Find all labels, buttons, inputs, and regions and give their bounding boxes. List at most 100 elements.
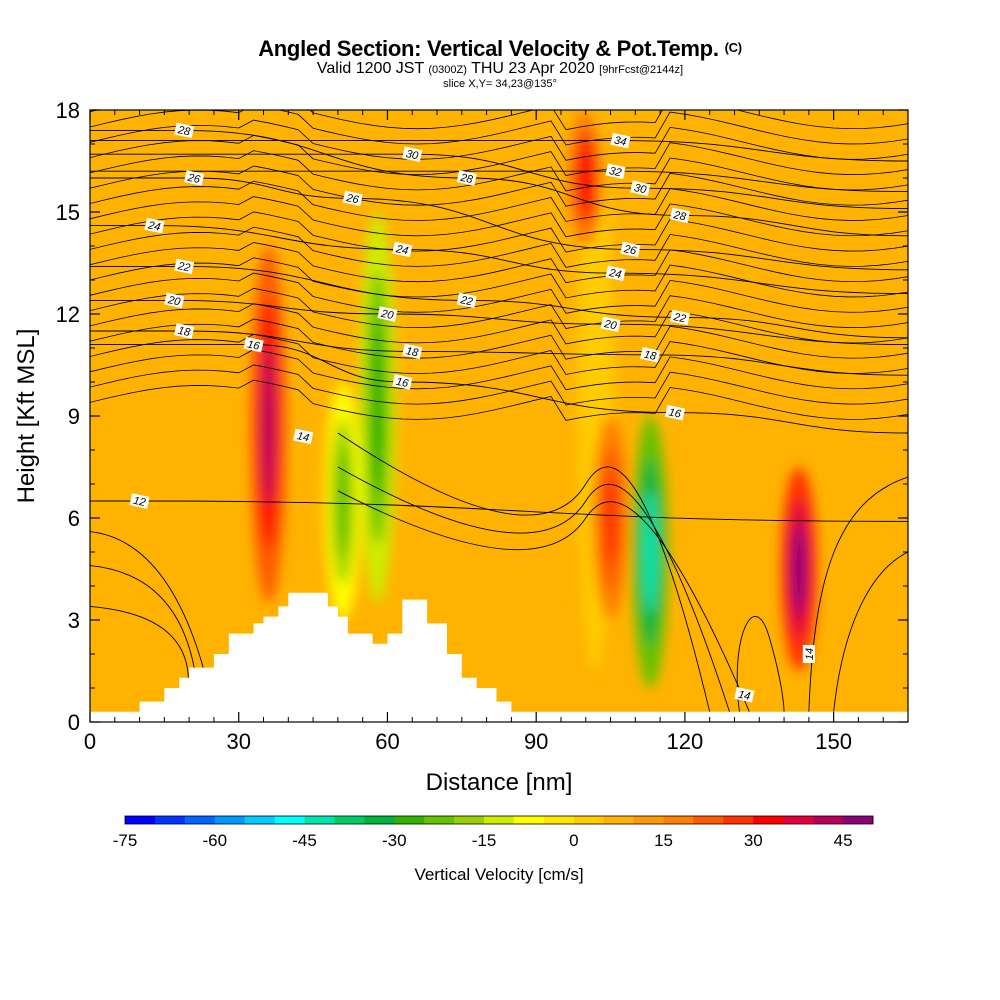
x-tick-label: 120: [667, 729, 704, 754]
isentrope-line: [90, 211, 908, 253]
colorbar-tick-label: -45: [292, 831, 317, 850]
velocity-field: [90, 110, 908, 722]
x-tick-label: 60: [375, 729, 399, 754]
isentrope-label-bg: [293, 428, 314, 445]
valid-date: THU 23 Apr 2020: [471, 60, 595, 77]
chart-subtitle: Valid 1200 JST (0300Z) THU 23 Apr 2020 […: [0, 60, 1000, 78]
isentrope-line: [337, 490, 750, 712]
isentrope-line: [90, 364, 908, 406]
colorbar-swatch: [214, 816, 245, 824]
isentrope-label: 32: [605, 163, 626, 179]
velocity-feature-updraft: [603, 472, 618, 564]
isentrope-label-bg: [174, 323, 195, 339]
valid-utc: (0300Z): [428, 64, 467, 76]
isentrope-label-text: 14: [804, 648, 816, 660]
x-tick-label: 0: [84, 729, 96, 754]
isentrope-label-bg: [377, 306, 398, 322]
colorbar-swatch: [723, 816, 754, 824]
colorbar-tick-label: 0: [569, 831, 578, 850]
velocity-feature-updraft: [791, 523, 807, 615]
y-tick-label: 12: [56, 302, 80, 327]
colorbar-swatch: [843, 816, 874, 824]
chart-title: Angled Section: Vertical Velocity & Pot.…: [0, 36, 1000, 62]
colorbar-tick-label: -30: [382, 831, 407, 850]
isentrope-label-text: 34: [613, 134, 627, 148]
isentrope-32: [90, 170, 908, 193]
colorbar-tick-label: 45: [834, 831, 853, 850]
isentrope-line: [90, 349, 908, 391]
isentrope-label-bg: [669, 207, 691, 224]
y-tick-label: 9: [68, 404, 80, 429]
isentrope-label: 18: [174, 323, 195, 339]
y-axis-label: Height [Kft MSL]: [13, 329, 40, 504]
isentrope-label-text: 22: [176, 260, 191, 274]
colorbar-swatch: [663, 816, 694, 824]
isentrope-line: [90, 110, 908, 146]
isentrope-label-text: 20: [166, 294, 182, 309]
isentrope-label-text: 16: [395, 376, 410, 390]
isentrope-label-text: 20: [602, 318, 618, 333]
isentrope-label: 18: [640, 347, 661, 363]
isentrope-16: [90, 344, 908, 434]
isentrope-label: 30: [402, 146, 423, 163]
colorbar-tick-label: -15: [472, 831, 497, 850]
isentrope-label-bg: [144, 217, 165, 234]
colorbar-tick-label: 15: [654, 831, 673, 850]
isentrope-label-text: 26: [622, 243, 638, 258]
terrain-mask: [90, 592, 908, 722]
isentrope-label: 22: [456, 292, 477, 309]
isentrope-line: [90, 303, 908, 345]
isentrope-line: [90, 379, 908, 421]
isentrope-label-bg: [164, 292, 185, 309]
colorbar-swatch: [154, 816, 186, 824]
colorbar-swatch: [274, 816, 305, 824]
isentrope-label-bg: [605, 163, 626, 179]
isentrope-label-bg: [174, 258, 195, 275]
colorbar-frame: [124, 815, 874, 825]
isentrope-label-bg: [605, 265, 626, 281]
isentrope-label-bg: [640, 347, 661, 363]
isentrope-line: [90, 110, 908, 131]
isentrope-12: [90, 500, 908, 522]
isentrope-label: 28: [174, 122, 195, 139]
isentrope-label-text: 16: [246, 338, 261, 352]
velocity-feature-updraft: [261, 344, 276, 505]
isentrope-line: [337, 432, 711, 712]
isentrope-label: 16: [243, 336, 264, 353]
isentrope-label-text: 30: [633, 182, 648, 196]
isentrope-label: 20: [600, 316, 621, 333]
isentrope-label-bg: [402, 343, 423, 360]
colorbar-swatch: [454, 816, 485, 824]
isentrope-label: 28: [669, 207, 691, 224]
isentrope-label-text: 18: [177, 325, 192, 339]
colorbar-label: Vertical Velocity [cm/s]: [414, 865, 583, 884]
isentrope-label-text: 16: [668, 406, 683, 420]
isentrope-label-bg: [734, 687, 755, 703]
colorbar-swatch: [753, 816, 784, 824]
isentrope-label-bg: [174, 122, 195, 139]
isentrope-line: [90, 196, 908, 238]
isentrope-line: [90, 134, 908, 177]
isentrope-label: 14: [734, 687, 755, 703]
valid-time: Valid 1200 JST: [316, 60, 424, 77]
isentrope-label: 12: [129, 493, 150, 509]
slice-info: slice X,Y= 34,23@135°: [443, 78, 557, 90]
isentrope-line: [90, 150, 908, 192]
chart-title-mark: (C): [724, 40, 742, 55]
isentrope-line: [90, 165, 908, 207]
isentrope-label: 26: [184, 170, 205, 186]
isentrope-34: [90, 140, 908, 162]
isentrope-label: 20: [377, 306, 398, 322]
isentrope-label: 20: [164, 292, 185, 309]
isentrope-label-bg: [456, 170, 477, 186]
isentrope-label-text: 32: [608, 165, 622, 179]
isentrope-label-bg: [184, 170, 205, 186]
forecast-tag: [9hrFcst@2144z]: [599, 64, 684, 76]
x-axis: 0 30 60 90 120 150: [84, 110, 909, 754]
isentrope-label-text: 22: [672, 311, 687, 325]
isentrope-label: 30: [630, 180, 651, 197]
isentrope-label-text: 12: [132, 495, 146, 509]
x-axis-label: Distance [nm]: [426, 769, 573, 796]
isentrope-label: 26: [342, 190, 363, 207]
isentrope-label-text: 18: [643, 349, 658, 363]
